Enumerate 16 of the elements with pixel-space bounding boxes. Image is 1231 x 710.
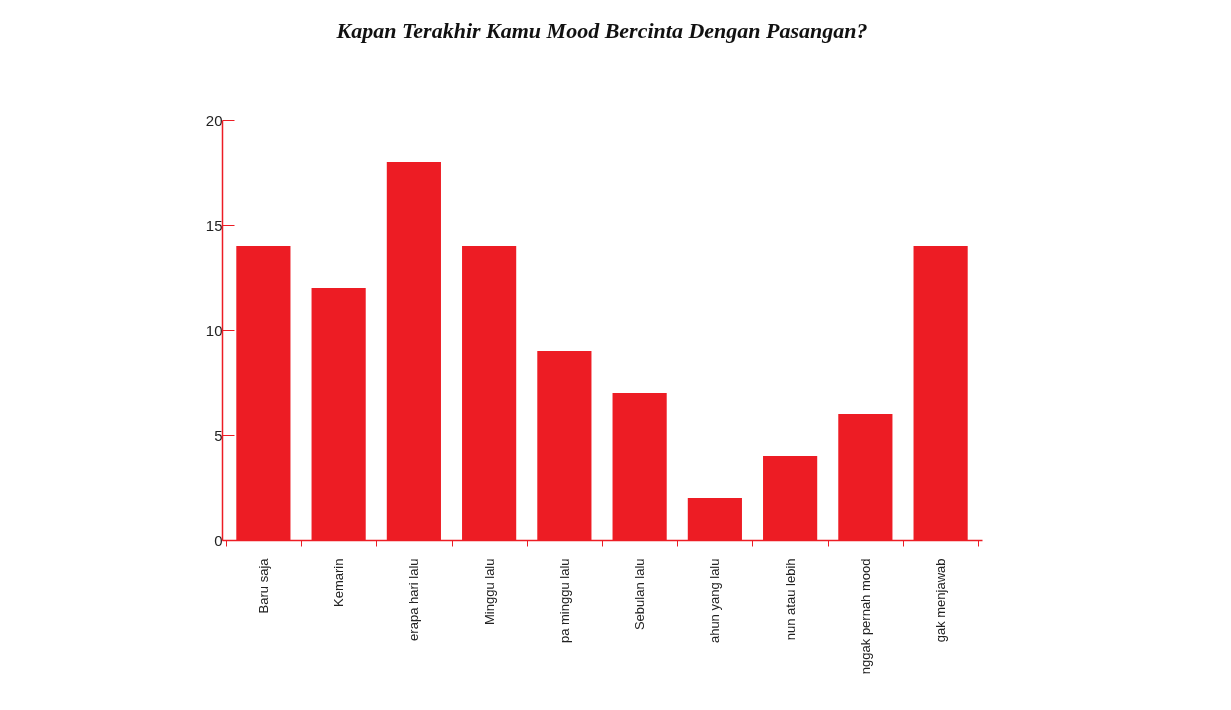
y-tick-label: 10 (205, 321, 223, 339)
x-tick-label: Kemarin (331, 558, 347, 607)
y-tick-label: 20 (205, 111, 223, 129)
x-tick-label: Minggu lalu (481, 558, 497, 625)
x-tick-label: Baru saja (255, 557, 271, 614)
x-tick-label: Sebulan lalu (632, 558, 648, 631)
y-tick-label: 15 (205, 216, 223, 234)
x-tick-label: nggak pernah mood (857, 558, 873, 675)
x-tick-label: gak menjawab (933, 558, 949, 643)
y-tick-label: 5 (214, 426, 223, 444)
x-tick-label: pa minggu lalu (556, 558, 572, 644)
x-tick-label: ahun yang lalu (707, 558, 723, 644)
y-tick-label: 0 (214, 531, 223, 549)
chart-title: Kapan Terakhir Kamu Mood Bercinta Dengan Pasangan? (335, 18, 868, 43)
x-tick-label: erapa hari lalu (406, 558, 422, 641)
x-tick-label: nun atau lebih (782, 558, 798, 641)
